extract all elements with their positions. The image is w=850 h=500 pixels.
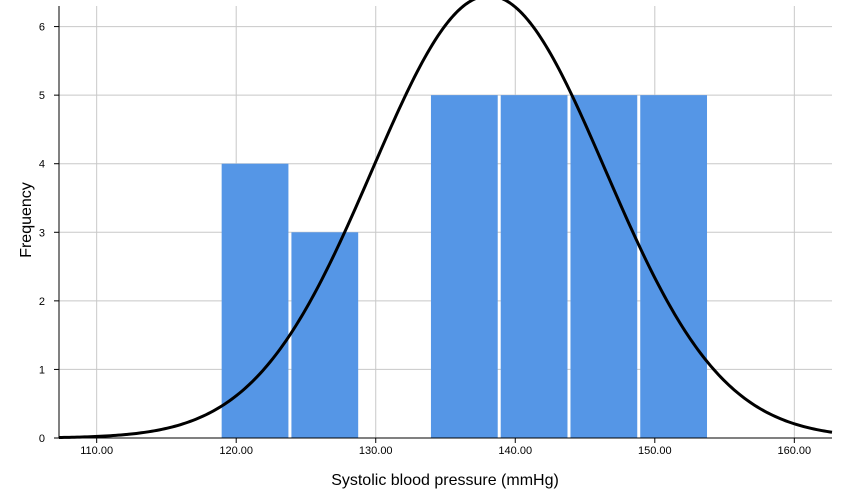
y-tick-label: 1 xyxy=(39,364,45,376)
x-tick-label: 110.00 xyxy=(80,445,113,457)
y-tick-label: 6 xyxy=(39,22,45,34)
x-tick-label: 120.00 xyxy=(219,445,253,457)
normal-curve-layer xyxy=(58,0,833,440)
histogram-bar xyxy=(640,95,708,439)
histogram-bar xyxy=(291,232,359,438)
y-axis-title: Frequency xyxy=(18,182,35,258)
x-tick-label: 150.00 xyxy=(638,445,672,457)
x-tick-label: 160.00 xyxy=(777,445,811,457)
histogram-bar xyxy=(430,95,498,439)
y-tick-label: 2 xyxy=(39,296,45,308)
histogram-bar xyxy=(570,95,638,439)
x-axis-title: Systolic blood pressure (mmHg) xyxy=(331,472,559,489)
y-tick-label: 0 xyxy=(39,433,45,445)
histogram-bar xyxy=(221,163,289,438)
y-tick-label: 5 xyxy=(39,90,45,102)
x-tick-label: 140.00 xyxy=(498,445,532,457)
y-tick-label: 4 xyxy=(39,159,45,171)
x-tick-label: 130.00 xyxy=(359,445,393,457)
y-tick-label: 3 xyxy=(39,227,45,239)
histogram-bars xyxy=(221,95,708,439)
tick-labels: 110.00 120.00 130.00 140.00 150.00 160.00 0 1 2 3… xyxy=(39,22,811,457)
axes xyxy=(54,6,832,443)
normal-curve xyxy=(58,0,833,440)
histogram-bar xyxy=(500,95,568,439)
